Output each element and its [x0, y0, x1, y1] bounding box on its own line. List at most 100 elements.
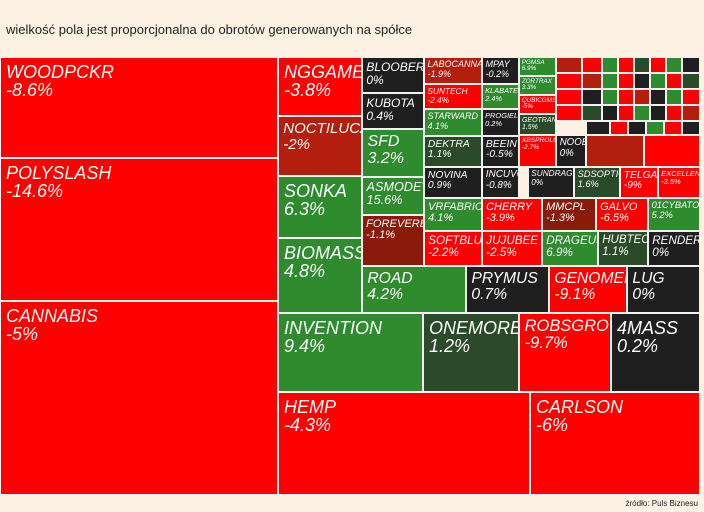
tile-small — [618, 105, 634, 121]
tile-sundragon: SUNDRAGON0% — [528, 167, 574, 198]
tile-small — [682, 73, 700, 89]
tile-novina: NOVINA 0.9% — [424, 167, 482, 198]
tile-small — [634, 89, 650, 105]
tile-label: INVENTION — [284, 317, 383, 338]
chart-subtitle: wielkość pola jest proporcjonalna do obr… — [6, 22, 413, 37]
tile-label: CANNABIS — [6, 305, 99, 326]
tile-cherry: CHERRY -3.9% — [482, 198, 542, 231]
tile-small — [634, 73, 650, 89]
tile-small — [650, 105, 666, 121]
tile-small — [610, 121, 628, 135]
tile-label: XBSPROLOG — [521, 136, 555, 144]
tile-small — [634, 105, 650, 121]
tile-value: -5% — [6, 324, 39, 345]
tile-incuvo: INCUVO-0.8% — [482, 167, 519, 198]
tile-label: BIOMASS — [284, 242, 362, 263]
tile-geotrans: GEOTRANS1.5% — [519, 114, 556, 135]
tile-jujubee: JUJUBEE -2.5% — [482, 231, 542, 266]
tile-label: POLYSLASH — [6, 162, 112, 183]
tile-value: -1.1% — [366, 229, 396, 242]
tile-value: -0.2% — [485, 68, 510, 79]
tile-small — [664, 121, 682, 135]
tile-beein: BEEIN -0.5% — [482, 136, 519, 167]
tile-value: 1.1% — [427, 149, 452, 161]
tile-label: GEOTRANS — [521, 116, 555, 124]
tile-small — [556, 105, 582, 121]
tile-small — [650, 89, 666, 105]
tile-value: 4.1% — [428, 212, 454, 225]
tile-label: NOCTILUCA — [283, 119, 362, 137]
tile-small — [682, 105, 700, 121]
source-note: źródło: Puls Biznesu — [625, 499, 698, 508]
tile-label: GALVO — [600, 200, 638, 213]
tile-pgmsa: PGMSA 6.9% — [519, 57, 556, 76]
tile-label: SFD — [367, 133, 400, 150]
tile-carlson: CARLSON -6% — [530, 392, 700, 495]
tile-onemore: ONEMORE 1.2% — [423, 313, 519, 392]
tile-small — [628, 121, 646, 135]
tile-label: PRYMUS — [471, 269, 538, 287]
tile-small — [682, 121, 700, 135]
tile-value: -3.8% — [284, 80, 332, 101]
tile-small — [618, 89, 634, 105]
tile-value: 15.6% — [366, 193, 403, 208]
tile-value: 4.8% — [284, 261, 326, 282]
tile-value: 3.3% — [521, 84, 537, 92]
tile-value: -0.8% — [485, 179, 512, 191]
tile-small — [666, 105, 682, 121]
tile-excellenc: EXCELLENC-3.5% — [658, 167, 700, 198]
tile-small — [586, 135, 644, 167]
tile-value: 6.9% — [546, 246, 573, 260]
tile-label: ASMODEV — [366, 180, 424, 195]
tile-small — [582, 57, 602, 73]
tile-small — [650, 57, 666, 73]
tile-value: -2.2% — [428, 246, 459, 260]
tile-value: -6% — [536, 415, 569, 436]
tile-label: TELGAM — [623, 169, 658, 181]
tile-label: CARLSON — [536, 396, 624, 417]
tile-small — [682, 89, 700, 105]
tile-value: 5.2% — [651, 210, 673, 221]
tile-polyslash: POLYSLASH -14.6% — [0, 158, 278, 301]
tile-woodpckr: WOODPCKR -8.6% — [0, 57, 278, 158]
tile-small — [618, 73, 634, 89]
tile-small — [582, 89, 602, 105]
tile-small — [650, 73, 666, 89]
tile-cannabis: CANNABIS -5% — [0, 301, 278, 495]
tile-value: -5% — [521, 103, 534, 111]
tile-label: VRFABRIC — [428, 200, 482, 213]
tile-label: GENOMED — [554, 269, 626, 287]
tile-label: ROBSGROUP — [524, 317, 610, 336]
tile-label: NOVINA — [427, 169, 468, 181]
tile-label: QUBICGMS — [521, 96, 556, 104]
tile-foreveren: FOREVEREN-1.1% — [362, 215, 424, 266]
tile-value: 0% — [559, 147, 574, 159]
tile-label: PROGIELD — [485, 110, 519, 120]
tile-dektra: DEKTRA 1.1% — [424, 136, 482, 167]
tile-label: MPAY — [485, 59, 510, 70]
tile-label: CHERRY — [486, 200, 533, 213]
tile-label: ZORTRAX — [521, 77, 552, 85]
tile-klabater: KLABATER2.4% — [482, 84, 519, 109]
tile-labocanna: LABOCANNA -1.9% — [424, 57, 482, 84]
tile-kubota: KUBOTA 0.4% — [362, 93, 424, 129]
tile-small — [586, 121, 610, 135]
tile-label: SUNDRAGON — [531, 169, 573, 179]
tile-small — [682, 57, 700, 73]
tile-value: 6.9% — [521, 65, 537, 73]
tile-hubtech: HUBTECH1.1% — [598, 231, 648, 266]
tile-prymus: PRYMUS 0.7% — [466, 266, 549, 313]
tile-value: -9.7% — [524, 334, 568, 353]
tile-value: -1.3% — [546, 212, 575, 225]
tile-value: -1.9% — [427, 68, 452, 79]
tile-label: KLABATER — [485, 85, 519, 95]
tile-sfd: SFD 3.2% — [362, 129, 424, 177]
tile-genomed: GENOMED-9.1% — [549, 266, 627, 313]
tile-mmcpl: MMCPL -1.3% — [542, 198, 596, 231]
tile-value: 0% — [632, 286, 656, 304]
tile-value: 2.4% — [485, 93, 503, 103]
tile-suntech: SUNTECH -2.4% — [424, 84, 482, 109]
tile-progield: PROGIELD0.2% — [482, 109, 519, 136]
tile-hemp: HEMP -4.3% — [278, 392, 530, 495]
tile-small — [602, 57, 618, 73]
